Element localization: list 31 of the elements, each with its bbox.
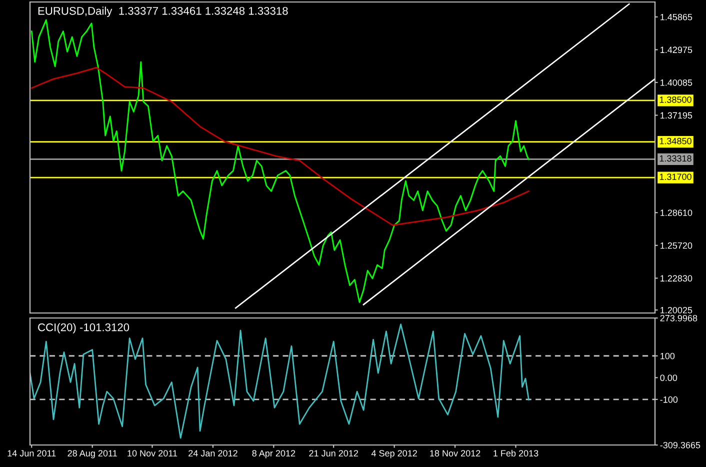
x-tick-label: 28 Aug 2011 bbox=[68, 450, 117, 458]
y-tick-label: 1.28610 bbox=[660, 210, 692, 216]
ref-line-label: 1.31700 bbox=[660, 174, 692, 180]
chart-title: EURUSD,Daily 1.33377 1.33461 1.33248 1.33318 bbox=[38, 6, 288, 18]
line-series bbox=[30, 19, 530, 304]
x-tick-label: 24 Jan 2012 bbox=[188, 450, 238, 456]
ref-line-label: 1.33318 bbox=[660, 155, 692, 162]
x-tick-label: 1 Feb 2013 bbox=[494, 450, 538, 456]
y-tick-label: 0.00 bbox=[660, 374, 678, 382]
ref-line-label: 1.38500 bbox=[660, 96, 692, 103]
y-tick-label: 1.37195 bbox=[660, 112, 692, 119]
y-tick-label: 1.20025 bbox=[660, 306, 692, 314]
x-tick-label: 8 Apr 2012 bbox=[252, 450, 296, 458]
y-tick-label: 1.42975 bbox=[660, 46, 692, 54]
y-tick-label: 1.40085 bbox=[660, 79, 692, 86]
line-series bbox=[30, 324, 530, 439]
x-tick-label: 18 Nov 2012 bbox=[430, 450, 480, 456]
x-tick-label: 14 Jun 2011 bbox=[8, 450, 56, 456]
line-series bbox=[30, 66, 530, 226]
y-tick-label: -100 bbox=[660, 396, 678, 403]
x-tick-label: 21 Jun 2012 bbox=[309, 450, 358, 456]
chart-title: CCI(20) -101.3120 bbox=[38, 323, 130, 334]
y-tick-label: 1.22830 bbox=[660, 275, 692, 282]
y-tick-label: 1.45865 bbox=[660, 14, 692, 20]
x-tick-label: 4 Sep 2012 bbox=[371, 450, 417, 458]
ref-line-label: 1.34850 bbox=[660, 138, 692, 144]
y-tick-label: 1.25720 bbox=[660, 242, 692, 249]
y-tick-label: 273.9968 bbox=[660, 314, 698, 322]
x-tick-label: 10 Nov 2011 bbox=[128, 450, 178, 456]
y-tick-label: -309.3665 bbox=[660, 442, 700, 448]
y-tick-label: 100 bbox=[660, 352, 675, 360]
